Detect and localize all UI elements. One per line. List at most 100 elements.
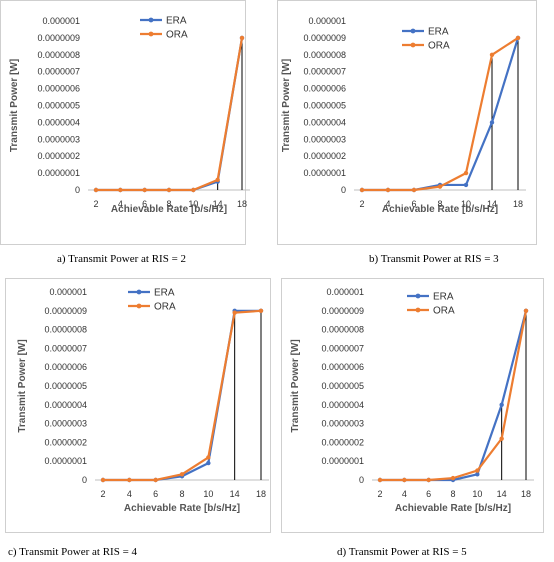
y-tick-label-b: 0.0000001 <box>303 168 346 178</box>
x-tick-label-d: 14 <box>497 489 507 499</box>
data-point-ora-c <box>232 310 237 315</box>
y-tick-label-a: 0.0000002 <box>37 151 80 161</box>
y-tick-label-d: 0.0000008 <box>321 325 364 335</box>
data-point-ora-d <box>523 308 529 313</box>
data-point-era-c <box>206 460 211 466</box>
y-tick-label-b: 0.0000004 <box>303 117 346 127</box>
x-tick-label-c: 10 <box>203 489 213 499</box>
chart-frame-c <box>5 278 271 533</box>
x-tick-label-b: 6 <box>411 199 416 209</box>
data-point-ora-c <box>127 477 132 483</box>
data-point-ora-b <box>437 184 443 189</box>
legend-label-ora-a: ORA <box>166 30 188 41</box>
x-tick-label-c: 8 <box>179 489 184 499</box>
data-point-ora-c <box>258 308 264 313</box>
chart-panel-a: 0 0.0000001 0.0000002 0.0000003 0.0000004 0.0… <box>0 0 277 268</box>
x-tick-label-c: 2 <box>100 489 105 499</box>
legend-label-era-b: ERA <box>428 27 449 38</box>
data-point-ora-b <box>359 187 365 193</box>
y-tick-label-a: 0.0000008 <box>37 50 80 60</box>
data-point-ora-d <box>402 477 407 483</box>
y-tick-label-d: 0 <box>359 475 364 485</box>
legend-marker-era-a <box>148 17 154 23</box>
y-tick-label-c: 0.0000009 <box>44 306 87 316</box>
x-tick-label-a: 18 <box>237 199 247 209</box>
data-point-ora-c <box>179 472 185 477</box>
legend-label-ora-d: ORA <box>433 306 455 317</box>
y-tick-label-d: 0.0000009 <box>321 306 364 316</box>
y-tick-label-d: 0.0000003 <box>321 419 364 429</box>
y-tick-label-d: 0.0000006 <box>321 362 364 372</box>
chart-panel-c: 0 0.0000001 0.0000002 0.0000003 0.0000004 0.0… <box>0 278 277 562</box>
x-tick-label-a: 14 <box>213 199 223 209</box>
data-point-ora-b <box>515 35 521 41</box>
chart-caption-b: b) Transmit Power at RIS = 3 <box>369 253 499 265</box>
data-point-ora-a <box>118 187 123 193</box>
x-tick-label-b: 8 <box>437 199 442 209</box>
y-tick-label-d: 0.0000005 <box>321 381 364 391</box>
data-point-ora-d <box>426 477 431 483</box>
y-tick-label-c: 0.0000001 <box>44 456 87 466</box>
data-point-ora-b <box>489 52 495 57</box>
x-axis-title-b: Achievable Rate [b/s/Hz] <box>382 204 498 215</box>
data-point-ora-c <box>100 477 106 483</box>
legend-label-ora-b: ORA <box>428 41 450 52</box>
y-tick-label-b: 0.0000002 <box>303 151 346 161</box>
y-tick-label-c: 0.0000002 <box>44 437 87 447</box>
y-tick-label-b: 0.0000007 <box>303 67 346 77</box>
data-point-era-b <box>463 182 469 188</box>
y-tick-label-a: 0.0000004 <box>37 117 80 127</box>
x-tick-label-d: 4 <box>402 489 407 499</box>
y-tick-label-b: 0.0000003 <box>303 134 346 144</box>
data-point-era-d <box>499 402 504 407</box>
data-point-ora-c <box>206 455 211 460</box>
data-point-ora-a <box>215 177 220 183</box>
y-tick-label-c: 0 <box>82 475 87 485</box>
x-tick-label-b: 14 <box>487 199 497 209</box>
y-axis-title-c: Transmit Power [W] <box>17 339 28 432</box>
data-point-era-b <box>489 120 495 125</box>
chart-caption-c: c) Transmit Power at RIS = 4 <box>8 546 138 558</box>
series-line-ora-c <box>103 309 262 482</box>
data-point-era-d <box>475 472 480 477</box>
y-tick-label-c: 0.0000004 <box>44 400 87 410</box>
x-tick-label-a: 2 <box>93 199 98 209</box>
x-tick-label-a: 8 <box>166 199 171 209</box>
y-tick-label-a: 0.0000003 <box>37 134 80 144</box>
chart-a: 0 0.0000001 0.0000002 0.0000003 0.0000004 0.0… <box>9 16 250 215</box>
y-tick-label-b: 0.000001 <box>308 16 346 26</box>
data-point-ora-a <box>166 187 172 193</box>
legend-label-era-c: ERA <box>154 288 175 299</box>
y-tick-label-b: 0.0000009 <box>303 33 346 43</box>
y-tick-label-b: 0.0000005 <box>303 101 346 111</box>
y-tick-label-c: 0.000001 <box>49 287 87 297</box>
x-tick-label-a: 6 <box>142 199 147 209</box>
data-point-ora-b <box>411 187 417 193</box>
y-tick-label-a: 0.0000009 <box>37 33 80 43</box>
y-tick-label-b: 0 <box>341 185 346 195</box>
legend-marker-era-c <box>136 289 142 295</box>
series-line-era-b <box>362 37 520 192</box>
x-tick-label-d: 6 <box>426 489 431 499</box>
chart-frame-a <box>0 0 246 245</box>
legend-marker-ora-d <box>415 307 421 313</box>
legend-marker-ora-b <box>410 42 416 48</box>
legend-label-ora-c: ORA <box>154 302 176 313</box>
x-axis-title-a: Achievable Rate [b/s/Hz] <box>111 204 227 215</box>
y-tick-label-a: 0.0000005 <box>37 101 80 111</box>
x-tick-label-a: 10 <box>188 199 198 209</box>
y-tick-label-d: 0.0000007 <box>321 343 364 353</box>
data-point-ora-d <box>450 475 456 481</box>
legend-marker-ora-c <box>136 303 142 309</box>
x-tick-label-b: 2 <box>359 199 364 209</box>
x-tick-label-a: 4 <box>118 199 123 209</box>
chart-caption-d: d) Transmit Power at RIS = 5 <box>337 546 467 558</box>
legend-label-era-a: ERA <box>166 16 187 27</box>
chart-c: 0 0.0000001 0.0000002 0.0000003 0.0000004 0.0… <box>17 287 269 514</box>
x-tick-label-c: 4 <box>127 489 132 499</box>
data-point-ora-d <box>499 436 504 441</box>
y-tick-label-a: 0 <box>75 185 80 195</box>
y-tick-label-b: 0.0000006 <box>303 84 346 94</box>
x-tick-label-b: 10 <box>461 199 471 209</box>
y-axis-title-b: Transmit Power [W] <box>281 59 292 152</box>
